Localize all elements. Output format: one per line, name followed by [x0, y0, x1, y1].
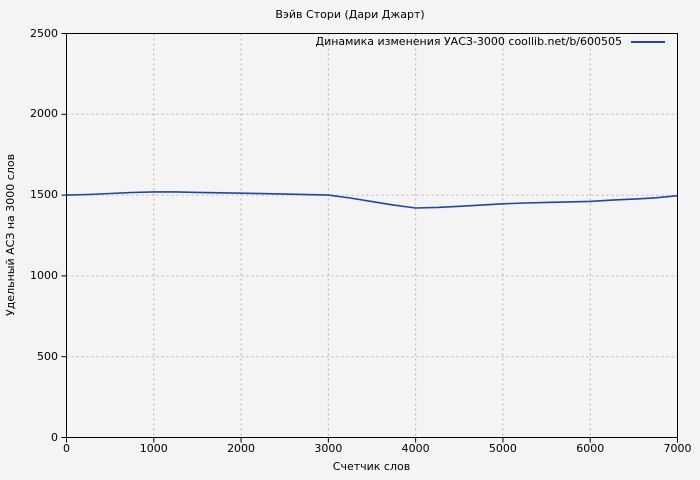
- x-tick-label: 6000: [576, 442, 605, 455]
- y-tick-label: 500: [37, 349, 58, 363]
- legend-line-sample: [631, 40, 665, 43]
- legend-label: Динамика изменения УАСЗ-3000 coollib.net…: [315, 35, 623, 48]
- x-tick-label: 1000: [139, 442, 168, 455]
- y-tick-label: 2500: [30, 26, 58, 40]
- plot-border: [66, 33, 678, 438]
- chart-title: Вэйв Стори (Дари Джарт): [275, 8, 425, 21]
- x-tick-label: 3000: [314, 442, 343, 455]
- y-tick-label: 1000: [30, 268, 58, 282]
- y-tick-label: 0: [51, 430, 58, 444]
- y-tick-label: 2000: [30, 107, 58, 121]
- x-tick-label: 4000: [401, 442, 430, 455]
- legend: Динамика изменения УАСЗ-3000 coollib.net…: [315, 35, 665, 48]
- x-tick-label: 2000: [227, 442, 256, 455]
- x-axis-label: Счетчик слов: [332, 460, 411, 473]
- y-tick-label: 1500: [30, 188, 58, 202]
- x-tick-label: 5000: [488, 442, 517, 455]
- x-tick-label: 0: [63, 442, 70, 455]
- x-tick-label: 7000: [663, 442, 692, 455]
- data-line: [66, 191, 678, 209]
- y-axis-label: Удельный АСЗ на 3000 слов: [4, 153, 17, 317]
